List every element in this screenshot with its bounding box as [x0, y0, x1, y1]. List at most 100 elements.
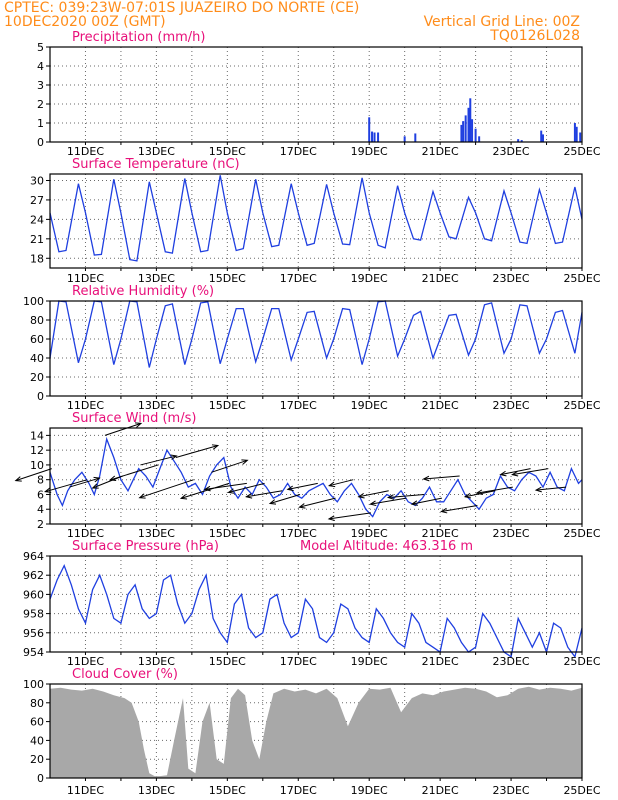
precipitation-bar	[371, 131, 374, 142]
surface-pressure-y-tick-label: 964	[23, 550, 44, 563]
wind-arrow	[327, 479, 354, 488]
wind-arrow	[499, 468, 531, 477]
precipitation-bar	[478, 136, 481, 142]
wind-arrow	[14, 468, 52, 482]
precipitation-y-tick-label: 2	[37, 98, 44, 111]
wind-arrow	[386, 493, 425, 500]
precipitation-bar	[462, 121, 465, 142]
surface-wind-x-tick-label: 25DEC	[563, 399, 600, 412]
wind-arrow	[410, 497, 443, 506]
precipitation-bar	[373, 132, 376, 142]
surface-temperature-line	[49, 175, 583, 262]
relative-humidity-x-tick-label: 17DEC	[280, 272, 317, 285]
surface-wind-x-tick-label: 17DEC	[280, 399, 317, 412]
wind-arrow	[327, 512, 372, 521]
wind-arrow	[179, 482, 230, 500]
cloud-cover-y-tick-label: 80	[30, 697, 44, 710]
relative-humidity-frame	[49, 300, 583, 397]
surface-wind-line	[49, 436, 583, 518]
bottom-x-tick-label: 19DEC	[351, 784, 388, 797]
surface-pressure-line	[49, 563, 583, 659]
precipitation-frame	[49, 46, 583, 143]
precipitation-y-tick-label: 5	[37, 41, 44, 54]
cloud-cover-x-tick-label: 21DEC	[422, 655, 459, 668]
cloud-cover-x-tick-label: 25DEC	[563, 655, 600, 668]
surface-temperature-panel: 18 21 24 27 30 11DEC 13DEC 15DEC 17DEC 19DEC 21DEC…	[30, 145, 601, 271]
precipitation-bar	[414, 133, 417, 142]
cloud-cover-y-tick-label: 20	[30, 753, 44, 766]
bottom-x-tick-label: 15DEC	[209, 784, 246, 797]
wind-arrow	[44, 479, 88, 493]
relative-humidity-y-tick-label: 0	[37, 390, 44, 403]
precipitation-bar	[471, 119, 474, 142]
relative-humidity-x-tick-label: 23DEC	[493, 272, 530, 285]
model-altitude-label: Model Altitude: 463.316 m	[300, 539, 473, 554]
wind-arrow	[440, 505, 478, 514]
relative-humidity-x-tick-label: 19DEC	[351, 272, 388, 285]
wind-arrow	[268, 493, 301, 505]
surface-temperature-x-tick-label: 25DEC	[563, 145, 600, 158]
cloud-cover-y-tick-label: 40	[30, 734, 44, 747]
relative-humidity-y-tick-label: 100	[23, 295, 44, 308]
surface-wind-y-tick-label: 12	[30, 444, 44, 457]
cloud-cover-x-tick-label: 15DEC	[209, 655, 246, 668]
wind-arrow	[211, 459, 249, 473]
surface-wind-x-tick-label: 15DEC	[209, 399, 246, 412]
precipitation-bar	[469, 98, 472, 142]
surface-wind-title: Surface Wind (m/s)	[72, 411, 196, 426]
surface-pressure-x-tick-label: 17DEC	[280, 527, 317, 540]
surface-pressure-x-tick-label: 23DEC	[493, 527, 530, 540]
wind-arrow	[475, 486, 513, 495]
surface-wind-y-tick-label: 2	[37, 518, 44, 531]
surface-wind-x-tick-label: 19DEC	[351, 399, 388, 412]
relative-humidity-y-tick-label: 80	[30, 314, 44, 327]
surface-wind-y-tick-label: 14	[30, 429, 44, 442]
precipitation-bar	[540, 130, 543, 142]
station-title: CPTEC: 039:23W-07:01S JUAZEIRO DO NORTE …	[4, 0, 360, 16]
surface-wind-x-tick-label: 23DEC	[493, 399, 530, 412]
surface-temperature-x-tick-label: 23DEC	[493, 145, 530, 158]
precipitation-bar	[520, 140, 523, 142]
cloud-cover-frame	[49, 683, 583, 779]
wind-arrow	[69, 476, 101, 488]
surface-pressure-x-tick-label: 25DEC	[563, 527, 600, 540]
precipitation-bar	[403, 136, 406, 142]
surface-temperature-y-tick-label: 30	[30, 174, 44, 187]
wind-arrow	[422, 475, 460, 482]
bottom-x-tick-label: 17DEC	[280, 784, 317, 797]
wind-arrow	[245, 490, 283, 499]
surface-wind-x-tick-label: 11DEC	[67, 399, 104, 412]
surface-temperature-title: Surface Temperature (nC)	[72, 157, 240, 172]
precipitation-bar	[517, 139, 520, 142]
cloud-cover-x-tick-label: 17DEC	[280, 655, 317, 668]
precipitation-bar	[368, 117, 371, 142]
surface-pressure-title: Surface Pressure (hPa)	[72, 539, 219, 554]
wind-arrow	[298, 497, 336, 509]
precipitation-bar	[377, 132, 380, 142]
surface-wind-y-tick-label: 10	[30, 459, 44, 472]
surface-pressure-x-tick-label: 11DEC	[67, 527, 104, 540]
surface-temperature-x-tick-label: 21DEC	[422, 145, 459, 158]
relative-humidity-panel: 0 20 40 60 80 100 11DEC 13DEC 15DEC 17DEC 19DEC 21D…	[23, 272, 601, 403]
surface-wind-y-tick-label: 8	[37, 474, 44, 487]
precipitation-panel: 0 1 2 3 4 5 Precipitation (mm/h)	[37, 30, 583, 149]
precipitation-bar	[579, 132, 582, 142]
precipitation-y-tick-label: 3	[37, 79, 44, 92]
surface-temperature-y-tick-label: 27	[30, 194, 44, 207]
surface-temperature-x-tick-label: 11DEC	[67, 145, 104, 158]
surface-temperature-frame	[49, 173, 583, 269]
surface-pressure-y-tick-label: 962	[23, 569, 44, 582]
cloud-cover-x-tick-label: 23DEC	[493, 655, 530, 668]
run-date: 10DEC2020 00Z (GMT)	[4, 14, 166, 30]
surface-temperature-x-tick-label: 17DEC	[280, 145, 317, 158]
precipitation-bar	[474, 128, 477, 142]
relative-humidity-x-tick-label: 21DEC	[422, 272, 459, 285]
surface-wind-y-tick-label: 4	[37, 503, 44, 516]
surface-pressure-y-tick-label: 960	[23, 588, 44, 601]
cloud-cover-y-tick-label: 100	[23, 678, 44, 691]
surface-pressure-y-tick-label: 954	[23, 646, 44, 659]
wind-arrow	[104, 422, 143, 436]
cloud-cover-title: Cloud Cover (%)	[72, 667, 178, 682]
surface-wind-x-tick-label: 13DEC	[138, 399, 175, 412]
